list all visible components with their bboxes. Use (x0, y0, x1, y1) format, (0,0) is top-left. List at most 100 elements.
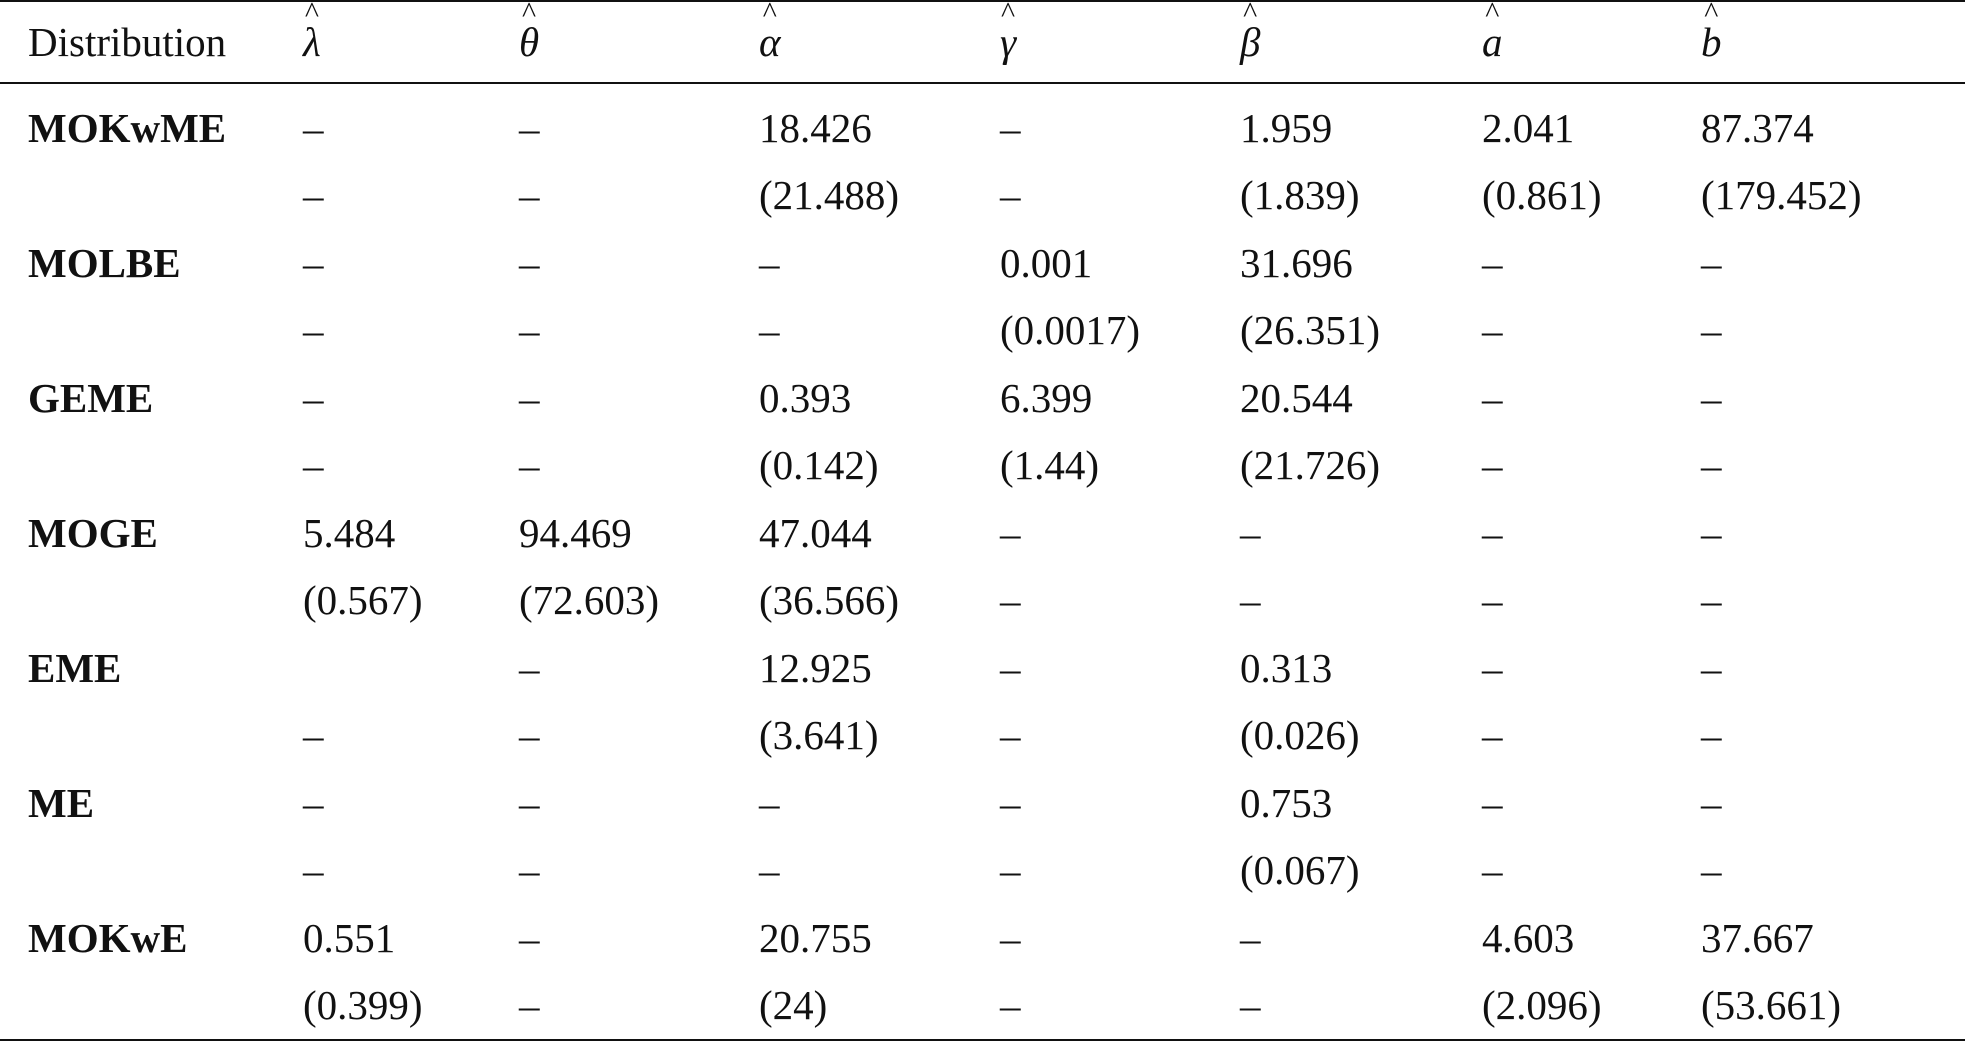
standard-error-cell: – (519, 847, 540, 894)
estimate-cell: – (1482, 644, 1503, 691)
estimate-cell: 5.484 (303, 509, 396, 556)
estimate-cell: – (1701, 374, 1722, 421)
standard-error-cell: – (1000, 982, 1021, 1029)
standard-error-row: – – (21.488) – (1.839) (0.861) (179.452) (0, 162, 1965, 230)
standard-error-cell: (179.452) (1701, 172, 1862, 219)
standard-error-row: – – (0.142) (1.44) (21.726) – – (0, 432, 1965, 500)
standard-error-cell: – (1000, 577, 1021, 624)
standard-error-cell: – (1482, 847, 1503, 894)
blank-cell (0, 567, 303, 635)
estimate-cell: – (1000, 644, 1021, 691)
estimate-cell: – (1000, 104, 1021, 151)
estimate-cell: 37.667 (1701, 914, 1814, 961)
standard-error-cell: (2.096) (1482, 982, 1602, 1029)
standard-error-cell: – (1000, 172, 1021, 219)
estimate-cell: – (1482, 779, 1503, 826)
header-theta-hat: ^ θ (519, 0, 540, 65)
estimate-cell: 0.393 (759, 374, 852, 421)
estimate-cell: – (519, 914, 540, 961)
blank-cell (0, 162, 303, 230)
standard-error-cell: – (1701, 847, 1722, 894)
header-beta-hat: ^ β (1240, 0, 1261, 65)
estimate-cell: 1.959 (1240, 104, 1333, 151)
estimate-cell: 31.696 (1240, 239, 1353, 286)
estimate-cell: 12.925 (759, 644, 872, 691)
estimate-cell: – (1240, 914, 1261, 961)
estimate-cell: 6.399 (1000, 374, 1093, 421)
standard-error-cell: (53.661) (1701, 982, 1842, 1029)
standard-error-cell: – (1000, 847, 1021, 894)
distribution-name: ME (28, 779, 95, 826)
estimate-cell: – (303, 779, 324, 826)
estimate-cell: – (519, 239, 540, 286)
table-body: MOKwME – – 18.426 – 1.959 2.041 87.374 – – (21.488… (0, 83, 1965, 1040)
estimate-cell (303, 634, 519, 702)
estimate-cell: 2.041 (1482, 104, 1575, 151)
standard-error-cell: – (519, 307, 540, 354)
standard-error-cell: (24) (759, 982, 828, 1029)
header-lambda-hat: ^ λ (303, 0, 321, 65)
estimate-row: MOKwME – – 18.426 – 1.959 2.041 87.374 (0, 83, 1965, 162)
distribution-name: MOGE (28, 509, 158, 556)
standard-error-cell: – (303, 307, 324, 354)
distribution-name: MOLBE (28, 239, 181, 286)
standard-error-cell: (0.861) (1482, 172, 1602, 219)
standard-error-cell: (36.566) (759, 577, 900, 624)
estimate-cell: 4.603 (1482, 914, 1575, 961)
standard-error-row: – – – (0.0017) (26.351) – – (0, 297, 1965, 365)
standard-error-cell: – (1701, 577, 1722, 624)
estimate-cell: 0.753 (1240, 779, 1333, 826)
header-gamma-hat: ^ γ (1000, 0, 1017, 65)
estimate-cell: – (1701, 239, 1722, 286)
standard-error-row: – – (3.641) – (0.026) – – (0, 702, 1965, 770)
estimate-cell: 47.044 (759, 509, 872, 556)
standard-error-cell: (72.603) (519, 577, 660, 624)
standard-error-cell: – (759, 307, 780, 354)
standard-error-cell: – (1482, 712, 1503, 759)
estimate-cell: 94.469 (519, 509, 632, 556)
blank-cell (0, 972, 303, 1041)
standard-error-cell: (0.399) (303, 982, 423, 1029)
distribution-name: MOKwME (28, 104, 227, 151)
standard-error-cell: (0.0017) (1000, 307, 1141, 354)
estimate-cell: – (1000, 509, 1021, 556)
estimate-row: MOLBE – – – 0.001 31.696 – – (0, 229, 1965, 297)
standard-error-cell: – (303, 442, 324, 489)
estimate-cell: – (303, 374, 324, 421)
distribution-name: GEME (28, 374, 154, 421)
estimate-cell: – (1482, 509, 1503, 556)
standard-error-cell: – (1240, 982, 1261, 1029)
standard-error-cell: – (519, 172, 540, 219)
estimate-cell: – (1240, 509, 1261, 556)
header-distribution: Distribution (28, 19, 227, 65)
estimate-cell: – (303, 239, 324, 286)
standard-error-cell: (0.026) (1240, 712, 1360, 759)
standard-error-cell: – (1701, 307, 1722, 354)
blank-cell (0, 432, 303, 500)
estimate-cell: 0.001 (1000, 239, 1093, 286)
standard-error-row: (0.399) – (24) – – (2.096) (53.661) (0, 972, 1965, 1041)
standard-error-cell: – (303, 172, 324, 219)
estimate-cell: 20.755 (759, 914, 872, 961)
estimate-cell: – (1000, 779, 1021, 826)
blank-cell (0, 702, 303, 770)
standard-error-cell: – (1000, 712, 1021, 759)
standard-error-cell: (1.839) (1240, 172, 1360, 219)
estimate-cell: – (1482, 239, 1503, 286)
distribution-name: EME (28, 644, 122, 691)
estimate-row: MOGE 5.484 94.469 47.044 – – – – (0, 499, 1965, 567)
standard-error-cell: – (1701, 712, 1722, 759)
standard-error-cell: (0.067) (1240, 847, 1360, 894)
blank-cell (0, 837, 303, 905)
standard-error-cell: – (1482, 577, 1503, 624)
standard-error-cell: – (1701, 442, 1722, 489)
estimate-cell: – (519, 104, 540, 151)
header-row: Distribution ^ λ ^ θ ^ α ^ γ ^ β ^ a ^ b (0, 0, 1965, 83)
estimate-cell: – (1482, 374, 1503, 421)
header-b-hat: ^ b (1701, 0, 1722, 65)
standard-error-cell: (21.488) (759, 172, 900, 219)
blank-cell (0, 297, 303, 365)
estimate-cell: – (1701, 779, 1722, 826)
